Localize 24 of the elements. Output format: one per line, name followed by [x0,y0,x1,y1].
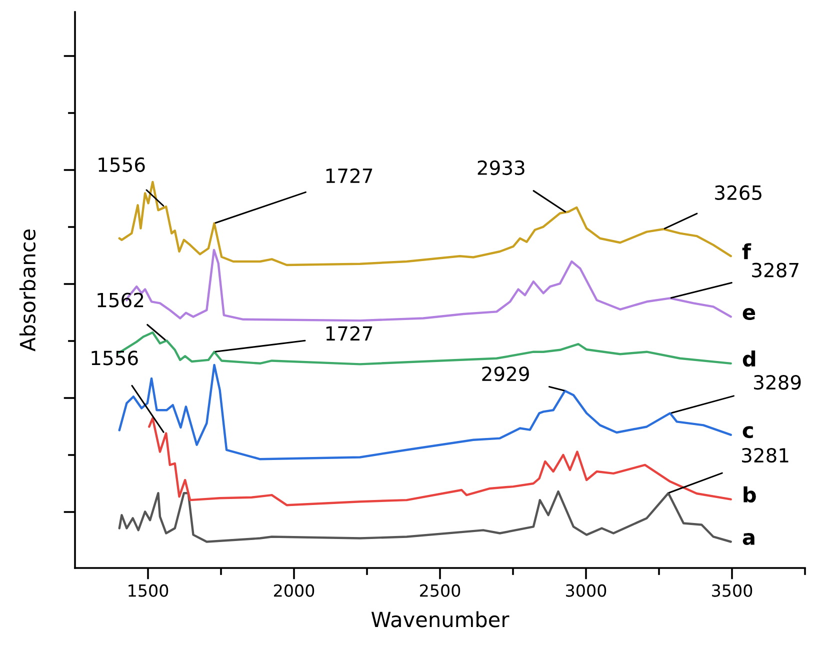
x-axis-title: Wavenumber [371,611,510,628]
annotation: 1562 [98,292,144,308]
x-tick-label: 3500 [712,584,752,597]
series-label: f [742,243,752,260]
annotation: 2929 [482,366,529,382]
series-label: c [742,426,753,438]
x-tick-label: 1500 [128,584,168,597]
series-label: e [742,308,756,320]
annotation: 3265 [715,185,762,200]
series-label: d [742,350,756,367]
series-label: b [744,486,756,503]
annotation: 2933 [478,160,524,176]
series-label: a [742,533,754,546]
annotation: 1727 [326,326,372,341]
annotation: 1727 [326,168,372,183]
annotation: 3287 [752,262,798,278]
annotation: 3281 [742,448,788,463]
x-tick-label: 2500 [420,584,460,597]
y-axis-title: Absorbance [19,230,36,352]
annotation: 3289 [754,374,801,390]
annotation: 1556 [98,157,145,172]
annotation: 1556 [92,350,138,366]
x-tick-label: 3000 [566,584,606,597]
x-tick-label: 2000 [274,584,314,597]
